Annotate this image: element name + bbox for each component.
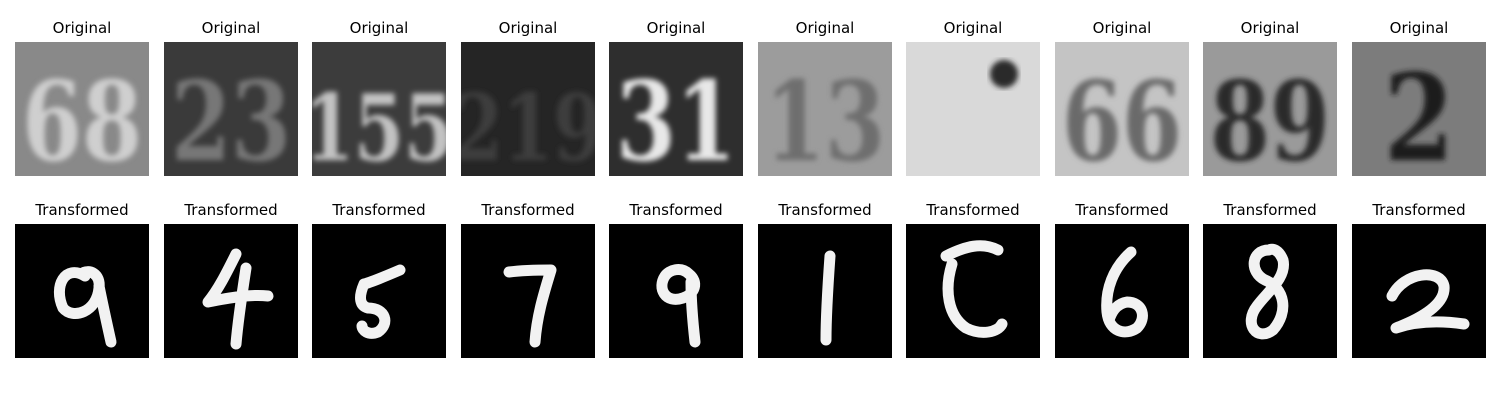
image-background	[1352, 42, 1486, 176]
transformed-label: Transformed	[332, 201, 426, 219]
house-number-digits: 155	[312, 74, 446, 176]
handwritten-digit-2	[1386, 269, 1470, 334]
image-background	[312, 224, 446, 358]
transformed-image-graphic	[906, 224, 1040, 358]
house-number-digits: 66	[1062, 57, 1182, 176]
original-label: Original	[1240, 19, 1300, 37]
house-number-digits: 89	[1210, 57, 1330, 176]
original-image: 31	[609, 42, 743, 176]
house-number-digits: 13	[765, 57, 885, 176]
original-label: Original	[498, 19, 558, 37]
transformed-label: Transformed	[35, 201, 129, 219]
image-background	[312, 42, 446, 176]
dark-blob	[990, 60, 1018, 88]
transformed-image-graphic	[15, 224, 149, 358]
handwritten-digit-9	[656, 264, 701, 348]
transformed-image-graphic	[609, 224, 743, 358]
original-label: Original	[1092, 19, 1152, 37]
handwritten-digit-5	[940, 240, 1008, 338]
transformed-image-graphic	[758, 224, 892, 358]
original-image	[906, 42, 1040, 176]
handwritten-digit-5	[355, 264, 406, 339]
image-background	[164, 42, 298, 176]
original-image-graphic: 155	[312, 42, 446, 176]
original-label: Original	[52, 19, 112, 37]
image-background	[609, 42, 743, 176]
image-background	[1352, 224, 1486, 358]
handwritten-digit-6	[1101, 246, 1148, 338]
original-image: 89	[1203, 42, 1337, 176]
original-image-graphic: 68	[15, 42, 149, 176]
house-number-digits: 68	[22, 57, 142, 176]
transformed-image-graphic	[312, 224, 446, 358]
transformed-image-graphic	[1203, 224, 1337, 358]
image-background	[758, 42, 892, 176]
transformed-image	[1203, 224, 1337, 358]
original-image: 2	[1352, 42, 1486, 176]
original-image: 13	[758, 42, 892, 176]
transformed-image	[164, 224, 298, 358]
image-background	[1055, 224, 1189, 358]
handwritten-digit-4	[202, 248, 274, 350]
original-label: Original	[201, 19, 261, 37]
transformed-label: Transformed	[184, 201, 278, 219]
transformed-image	[461, 224, 595, 358]
original-image: 68	[15, 42, 149, 176]
house-number-digits: 23	[171, 57, 291, 176]
image-background	[461, 224, 595, 358]
original-image: 66	[1055, 42, 1189, 176]
original-image: 219	[461, 42, 595, 176]
original-image-graphic	[906, 42, 1040, 176]
transformed-label: Transformed	[481, 201, 575, 219]
original-image-graphic: 89	[1203, 42, 1337, 176]
image-background	[461, 42, 595, 176]
original-label: Original	[349, 19, 409, 37]
house-number-digits: 2	[1384, 48, 1454, 176]
original-image-graphic: 219	[461, 42, 595, 176]
transformed-label: Transformed	[1372, 201, 1466, 219]
handwritten-digit-1	[820, 250, 836, 346]
transformed-label: Transformed	[926, 201, 1020, 219]
original-image-graphic: 2	[1352, 42, 1486, 176]
transformed-image-graphic	[1055, 224, 1189, 358]
original-label: Original	[1389, 19, 1449, 37]
transformed-image	[906, 224, 1040, 358]
transformed-image	[15, 224, 149, 358]
image-background	[1055, 42, 1189, 176]
transformed-image	[1352, 224, 1486, 358]
image-background	[15, 224, 149, 358]
image-background	[609, 224, 743, 358]
handwritten-digit-7	[503, 264, 557, 348]
transformed-image	[1055, 224, 1189, 358]
transformed-image-graphic	[164, 224, 298, 358]
transformed-image	[758, 224, 892, 358]
handwritten-digit-8	[1245, 243, 1289, 340]
original-image-graphic: 66	[1055, 42, 1189, 176]
original-label: Original	[943, 19, 1003, 37]
image-background	[1203, 42, 1337, 176]
transformed-label: Transformed	[1075, 201, 1169, 219]
original-image-graphic: 31	[609, 42, 743, 176]
image-background	[906, 42, 1040, 176]
original-image-graphic: 23	[164, 42, 298, 176]
transformed-image-graphic	[461, 224, 595, 358]
original-image-graphic: 13	[758, 42, 892, 176]
original-image: 155	[312, 42, 446, 176]
house-number-digits: 219	[461, 74, 595, 176]
handwritten-digit-9	[53, 266, 117, 348]
transformed-image-graphic	[1352, 224, 1486, 358]
image-background	[164, 224, 298, 358]
transformed-image	[609, 224, 743, 358]
transformed-image	[312, 224, 446, 358]
original-label: Original	[795, 19, 855, 37]
image-background	[15, 42, 149, 176]
transformed-label: Transformed	[1223, 201, 1317, 219]
transformed-label: Transformed	[778, 201, 872, 219]
original-label: Original	[646, 19, 706, 37]
house-number-digits: 31	[616, 57, 736, 176]
original-image: 23	[164, 42, 298, 176]
transformed-label: Transformed	[629, 201, 723, 219]
